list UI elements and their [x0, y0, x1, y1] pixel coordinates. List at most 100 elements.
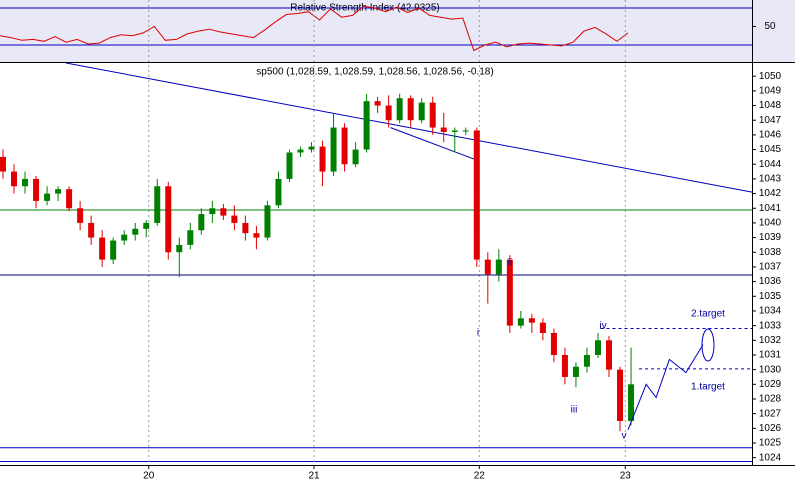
y-tick-label: 1040	[759, 218, 782, 229]
y-tick-label: 1043	[759, 174, 782, 185]
candle-body	[550, 332, 557, 355]
y-tick-label: 1026	[759, 423, 782, 434]
candle-body	[407, 98, 414, 121]
candle-body	[187, 230, 194, 245]
candle-body	[242, 222, 249, 234]
candle-body	[594, 340, 601, 355]
candle-body	[99, 237, 106, 260]
wave-label: i	[477, 328, 479, 339]
candle-body	[363, 101, 370, 150]
candle-body	[418, 102, 425, 121]
wave-label: iv	[599, 321, 606, 332]
candle-body	[440, 127, 447, 132]
wave-label: 1.target	[691, 382, 725, 393]
candle-body	[308, 146, 315, 150]
y-tick-label: 1035	[759, 291, 782, 302]
wave-label: v	[622, 431, 627, 442]
candle-body	[583, 354, 590, 367]
x-tick-label: 22	[474, 471, 486, 482]
candle-body	[473, 130, 480, 260]
candle-body	[220, 208, 227, 216]
candle-body	[484, 259, 491, 275]
candle-body	[451, 130, 458, 132]
price-title: sp500 (1,028.59, 1,028.59, 1,028.56, 1,0…	[256, 67, 493, 78]
wave-label: ii	[508, 258, 512, 269]
candle-body	[429, 102, 436, 128]
candle-body	[77, 208, 84, 223]
y-tick-label: 1041	[759, 203, 782, 214]
candle-body	[517, 318, 524, 326]
candle-body	[374, 101, 381, 106]
candle-body	[176, 244, 183, 253]
candle-body	[55, 189, 62, 194]
projection-line	[627, 344, 704, 430]
candle-body	[319, 146, 326, 172]
candle-body	[198, 214, 205, 231]
y-tick-label: 1031	[759, 350, 782, 361]
candle-body	[286, 152, 293, 179]
candle-body	[275, 178, 282, 206]
candle-body	[44, 193, 51, 201]
wave-label: 2.target	[691, 309, 725, 320]
price-panel	[0, 63, 752, 465]
candle-body	[33, 178, 40, 201]
candle-body	[209, 208, 216, 215]
candle-body	[561, 354, 568, 377]
candle-body	[66, 189, 73, 209]
y-tick-label: 1046	[759, 130, 782, 141]
candle-body	[22, 178, 29, 187]
candle-body	[0, 156, 6, 172]
y-tick-label: 1045	[759, 144, 782, 155]
y-tick-label: 1027	[759, 408, 782, 419]
y-tick-label: 1028	[759, 394, 782, 405]
candle-body	[572, 366, 579, 377]
target-ellipse	[701, 328, 715, 362]
candle-body	[11, 171, 18, 187]
x-tick-label: 20	[143, 471, 155, 482]
x-tick-label: 23	[620, 471, 632, 482]
candle-body	[88, 222, 95, 238]
candle-body	[297, 149, 304, 153]
y-tick-label: 1033	[759, 320, 782, 331]
candle-body	[396, 98, 403, 121]
trendline	[66, 62, 753, 193]
wave-label: iii	[571, 405, 578, 416]
candle-body	[143, 222, 150, 229]
y-tick-label: 1039	[759, 232, 782, 243]
y-tick-label: 1038	[759, 247, 782, 258]
candle-body	[341, 127, 348, 165]
candle-body	[330, 127, 337, 172]
candle-body	[231, 215, 238, 223]
candle-body	[264, 205, 271, 238]
y-tick-label: 1036	[759, 276, 782, 287]
candle-body	[539, 322, 546, 333]
candle-body	[606, 340, 613, 370]
candle-body	[154, 186, 161, 223]
candle-body	[110, 240, 117, 260]
y-tick-label: 1029	[759, 379, 782, 390]
y-tick-label: 1049	[759, 86, 782, 97]
y-tick-label: 1024	[759, 452, 782, 463]
y-tick-label: 1048	[759, 100, 782, 111]
candle-body	[352, 149, 359, 165]
candle-body	[253, 233, 260, 238]
candle-body	[506, 259, 513, 326]
candle-body	[165, 186, 172, 253]
y-tick-label: 1050	[759, 71, 782, 82]
y-tick-label: 1047	[759, 115, 782, 126]
candle-body	[385, 105, 392, 121]
rsi-panel	[0, 0, 795, 62]
y-tick-label: 1034	[759, 306, 782, 317]
y-tick-label: 1044	[759, 159, 782, 170]
y-tick-label: 50	[764, 21, 776, 32]
candle-body	[132, 228, 139, 235]
candle-body	[495, 259, 502, 275]
y-tick-label: 1037	[759, 262, 782, 273]
y-tick-label: 1042	[759, 188, 782, 199]
y-tick-label: 1032	[759, 335, 782, 346]
y-tick-label: 1025	[759, 438, 782, 449]
candle-body	[528, 318, 535, 323]
candle-body	[462, 130, 469, 132]
candle-body	[628, 384, 635, 421]
